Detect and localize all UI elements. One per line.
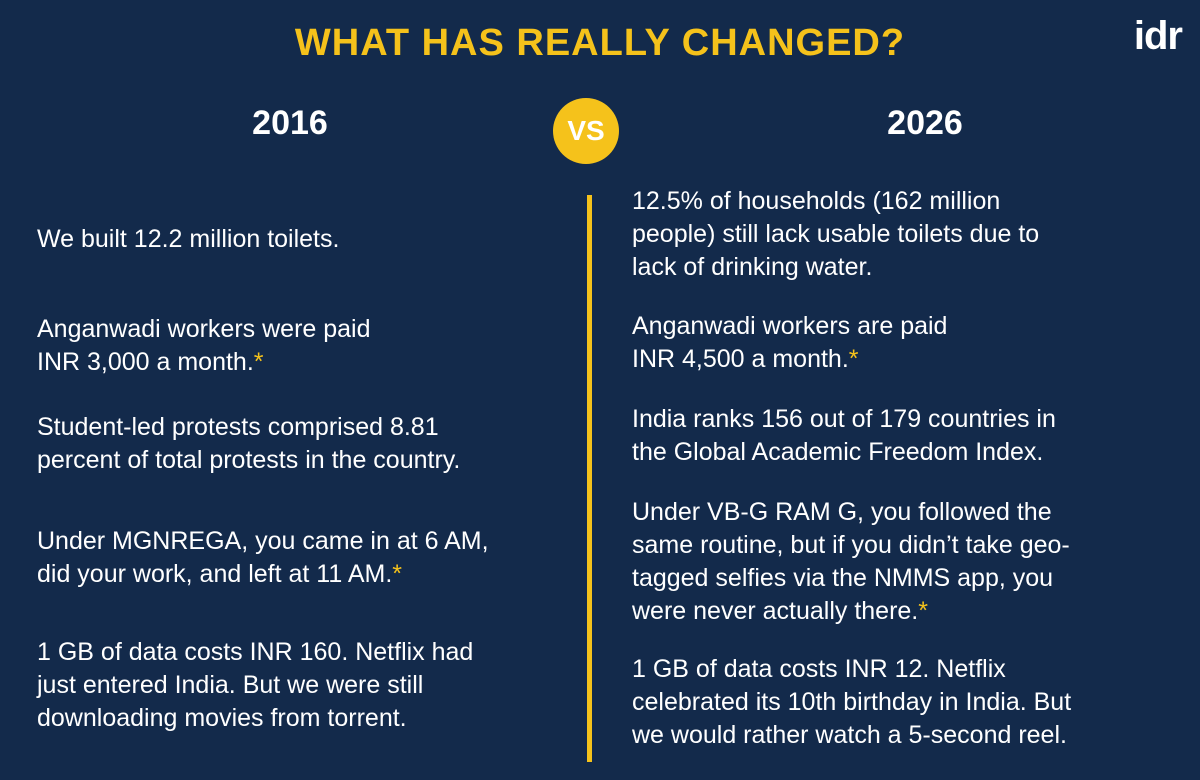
text-line: India ranks 156 out of 179 countries in — [632, 405, 1056, 433]
text-line-row: 1 GB of data costs INR 12. Netflix — [632, 653, 1071, 686]
comparison-item: 1 GB of data costs INR 160. Netflix had j… — [37, 636, 473, 735]
versus-badge: VS — [553, 98, 619, 164]
text-line: 12.5% of households (162 million — [632, 187, 1001, 215]
text-line-row: India ranks 156 out of 179 countries in — [632, 403, 1056, 436]
left-heading: 2016 — [252, 104, 328, 142]
footnote-mark: * — [253, 348, 264, 376]
footnote-mark: * — [918, 597, 928, 625]
footnote-mark: * — [392, 560, 403, 588]
text-line: Anganwadi workers were paid — [37, 315, 371, 343]
text-line: Student-led protests comprised 8.81 — [37, 413, 439, 441]
text-line-row: did your work, and left at 11 AM.* — [37, 558, 489, 591]
text-line: Under VB-G RAM G, you followed the — [632, 498, 1052, 526]
logo: idr — [1133, 14, 1183, 58]
text-line: Under MGNREGA, you came in at 6 AM, — [37, 527, 489, 555]
text-line: downloading movies from torrent. — [37, 704, 407, 732]
text-line-row: We built 12.2 million toilets. — [37, 223, 339, 256]
title: WHAT HAS REALLY CHANGED? — [294, 22, 906, 64]
comparison-item: Under VB-G RAM G, you followed the same r… — [632, 496, 1070, 628]
text-line: celebrated its 10th birthday in India. B… — [632, 688, 1072, 716]
text-line: just entered India. But we were still — [37, 671, 424, 699]
text-line: did your work, and left at 11 AM. — [37, 560, 393, 588]
text-line: INR 3,000 a month. — [37, 348, 254, 376]
text-line: 1 GB of data costs INR 12. Netflix — [632, 655, 1006, 683]
text-line: the Global Academic Freedom Index. — [632, 438, 1044, 466]
text-line-row: were never actually there.* — [632, 595, 1070, 628]
text-line-row: percent of total protests in the country… — [37, 444, 460, 477]
text-line: Anganwadi workers are paid — [632, 312, 948, 340]
comparison-item: 12.5% of households (162 million people) … — [632, 185, 1039, 284]
text-line-row: downloading movies from torrent. — [37, 702, 473, 735]
text-line-row: tagged selfies via the NMMS app, you — [632, 562, 1070, 595]
text-line-row: Under VB-G RAM G, you followed the — [632, 496, 1070, 529]
text-line: lack of drinking water. — [632, 253, 873, 281]
text-line: We built 12.2 million toilets. — [37, 225, 340, 253]
comparison-item: 1 GB of data costs INR 12. Netflix celebr… — [632, 653, 1071, 752]
text-line-row: Anganwadi workers are paid — [632, 310, 947, 343]
text-line: we would rather watch a 5-second reel. — [632, 721, 1067, 749]
divider — [587, 195, 592, 762]
text-line-row: people) still lack usable toilets due to — [632, 218, 1039, 251]
text-line: tagged selfies via the NMMS app, you — [632, 564, 1054, 592]
text-line-row: the Global Academic Freedom Index. — [632, 436, 1056, 469]
text-line: same routine, but if you didn’t take geo… — [632, 531, 1070, 559]
text-line-row: 12.5% of households (162 million — [632, 185, 1039, 218]
text-line-row: Student-led protests comprised 8.81 — [37, 411, 460, 444]
right-heading: 2026 — [887, 104, 963, 142]
text-line-row: INR 3,000 a month.* — [37, 346, 371, 379]
text-line: percent of total protests in the country… — [37, 446, 461, 474]
comparison-item: Anganwadi workers are paid INR 4,500 a mo… — [632, 310, 947, 376]
text-line-row: Anganwadi workers were paid — [37, 313, 371, 346]
comparison-item: We built 12.2 million toilets. — [37, 223, 339, 256]
text-line: were never actually there. — [632, 597, 919, 625]
text-line-row: Under MGNREGA, you came in at 6 AM, — [37, 525, 489, 558]
text-line: 1 GB of data costs INR 160. Netflix had — [37, 638, 474, 666]
comparison-item: Under MGNREGA, you came in at 6 AM, did y… — [37, 525, 489, 591]
comparison-item: Student-led protests comprised 8.81 perce… — [37, 411, 460, 477]
text-line-row: lack of drinking water. — [632, 251, 1039, 284]
text-line-row: just entered India. But we were still — [37, 669, 473, 702]
text-line: INR 4,500 a month. — [632, 345, 849, 373]
text-line-row: we would rather watch a 5-second reel. — [632, 719, 1071, 752]
comparison-item: Anganwadi workers were paid INR 3,000 a m… — [37, 313, 371, 379]
text-line-row: 1 GB of data costs INR 160. Netflix had — [37, 636, 473, 669]
text-line-row: INR 4,500 a month.* — [632, 343, 947, 376]
text-line-row: same routine, but if you didn’t take geo… — [632, 529, 1070, 562]
text-line-row: celebrated its 10th birthday in India. B… — [632, 686, 1071, 719]
footnote-mark: * — [848, 345, 859, 373]
text-line: people) still lack usable toilets due to — [632, 220, 1040, 248]
comparison-item: India ranks 156 out of 179 countries in t… — [632, 403, 1056, 469]
